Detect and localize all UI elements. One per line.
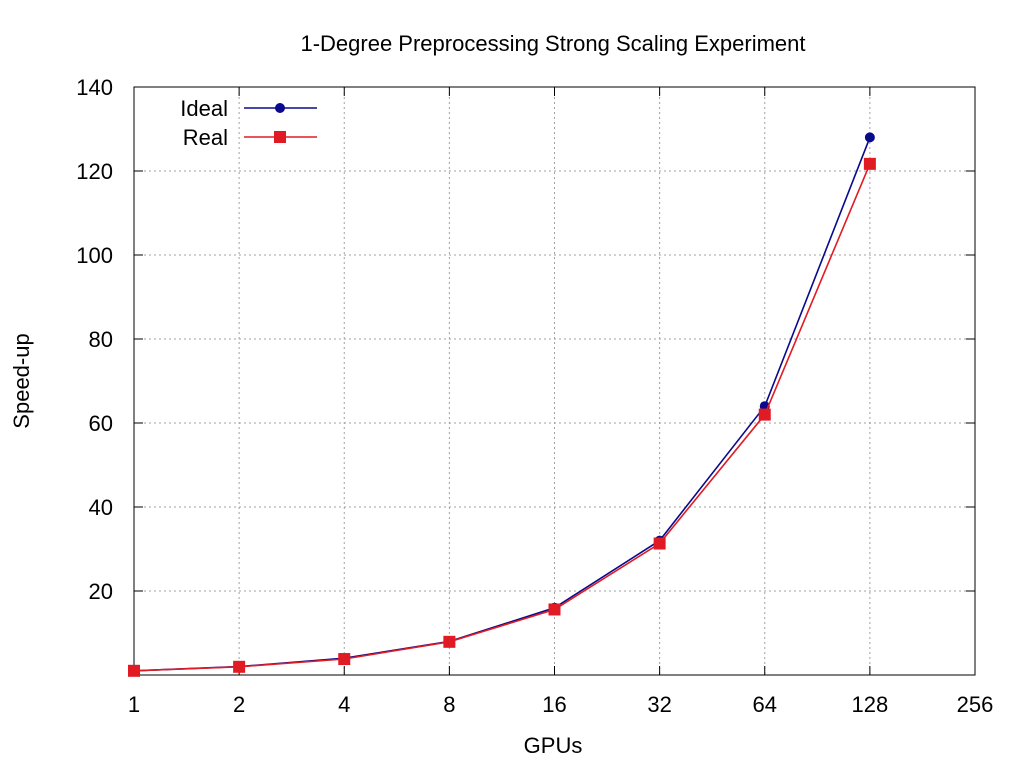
data-point-ideal bbox=[864, 132, 875, 143]
data-point-real bbox=[758, 408, 771, 421]
x-tick-label: 64 bbox=[753, 692, 777, 717]
data-point-real bbox=[233, 660, 246, 673]
data-point-real bbox=[863, 157, 876, 170]
x-axis-label: GPUs bbox=[524, 733, 583, 758]
data-point-real bbox=[653, 537, 666, 550]
x-tick-labels: 1 2 4 8 16 32 64 128 256 bbox=[128, 692, 993, 717]
legend-label-ideal: Ideal bbox=[180, 96, 228, 121]
chart-title: 1-Degree Preprocessing Strong Scaling Ex… bbox=[300, 31, 805, 56]
series bbox=[128, 132, 876, 677]
y-tick-label: 120 bbox=[76, 159, 113, 184]
series-real bbox=[128, 157, 876, 677]
y-tick-label: 60 bbox=[89, 411, 113, 436]
y-tick-label: 140 bbox=[76, 75, 113, 100]
data-point-real bbox=[443, 635, 456, 648]
x-tick-label: 8 bbox=[443, 692, 455, 717]
x-tick-label: 16 bbox=[542, 692, 566, 717]
y-tick-label: 40 bbox=[89, 495, 113, 520]
grid bbox=[134, 87, 975, 675]
x-tick-label: 256 bbox=[957, 692, 994, 717]
series-line-real bbox=[133, 163, 871, 672]
data-point-real bbox=[128, 664, 140, 677]
x-tick-label: 1 bbox=[128, 692, 140, 717]
y-tick-labels: 20 40 60 80 100 120 140 bbox=[76, 75, 113, 604]
y-tick-label: 20 bbox=[89, 579, 113, 604]
data-point-real bbox=[548, 603, 561, 616]
legend-marker-real bbox=[274, 131, 286, 143]
series-ideal bbox=[129, 132, 875, 676]
x-tick-label: 4 bbox=[338, 692, 350, 717]
tick-marks bbox=[133, 86, 976, 675]
x-tick-label: 32 bbox=[647, 692, 671, 717]
y-tick-label: 100 bbox=[76, 243, 113, 268]
data-point-real bbox=[338, 653, 351, 666]
x-tick-label: 128 bbox=[852, 692, 889, 717]
legend-label-real: Real bbox=[183, 125, 228, 150]
plot-frame bbox=[133, 86, 976, 676]
legend-marker-ideal bbox=[275, 103, 285, 113]
y-tick-label: 80 bbox=[89, 327, 113, 352]
y-axis-label: Speed-up bbox=[9, 333, 34, 428]
legend: Ideal Real bbox=[180, 96, 317, 150]
x-tick-label: 2 bbox=[233, 692, 245, 717]
